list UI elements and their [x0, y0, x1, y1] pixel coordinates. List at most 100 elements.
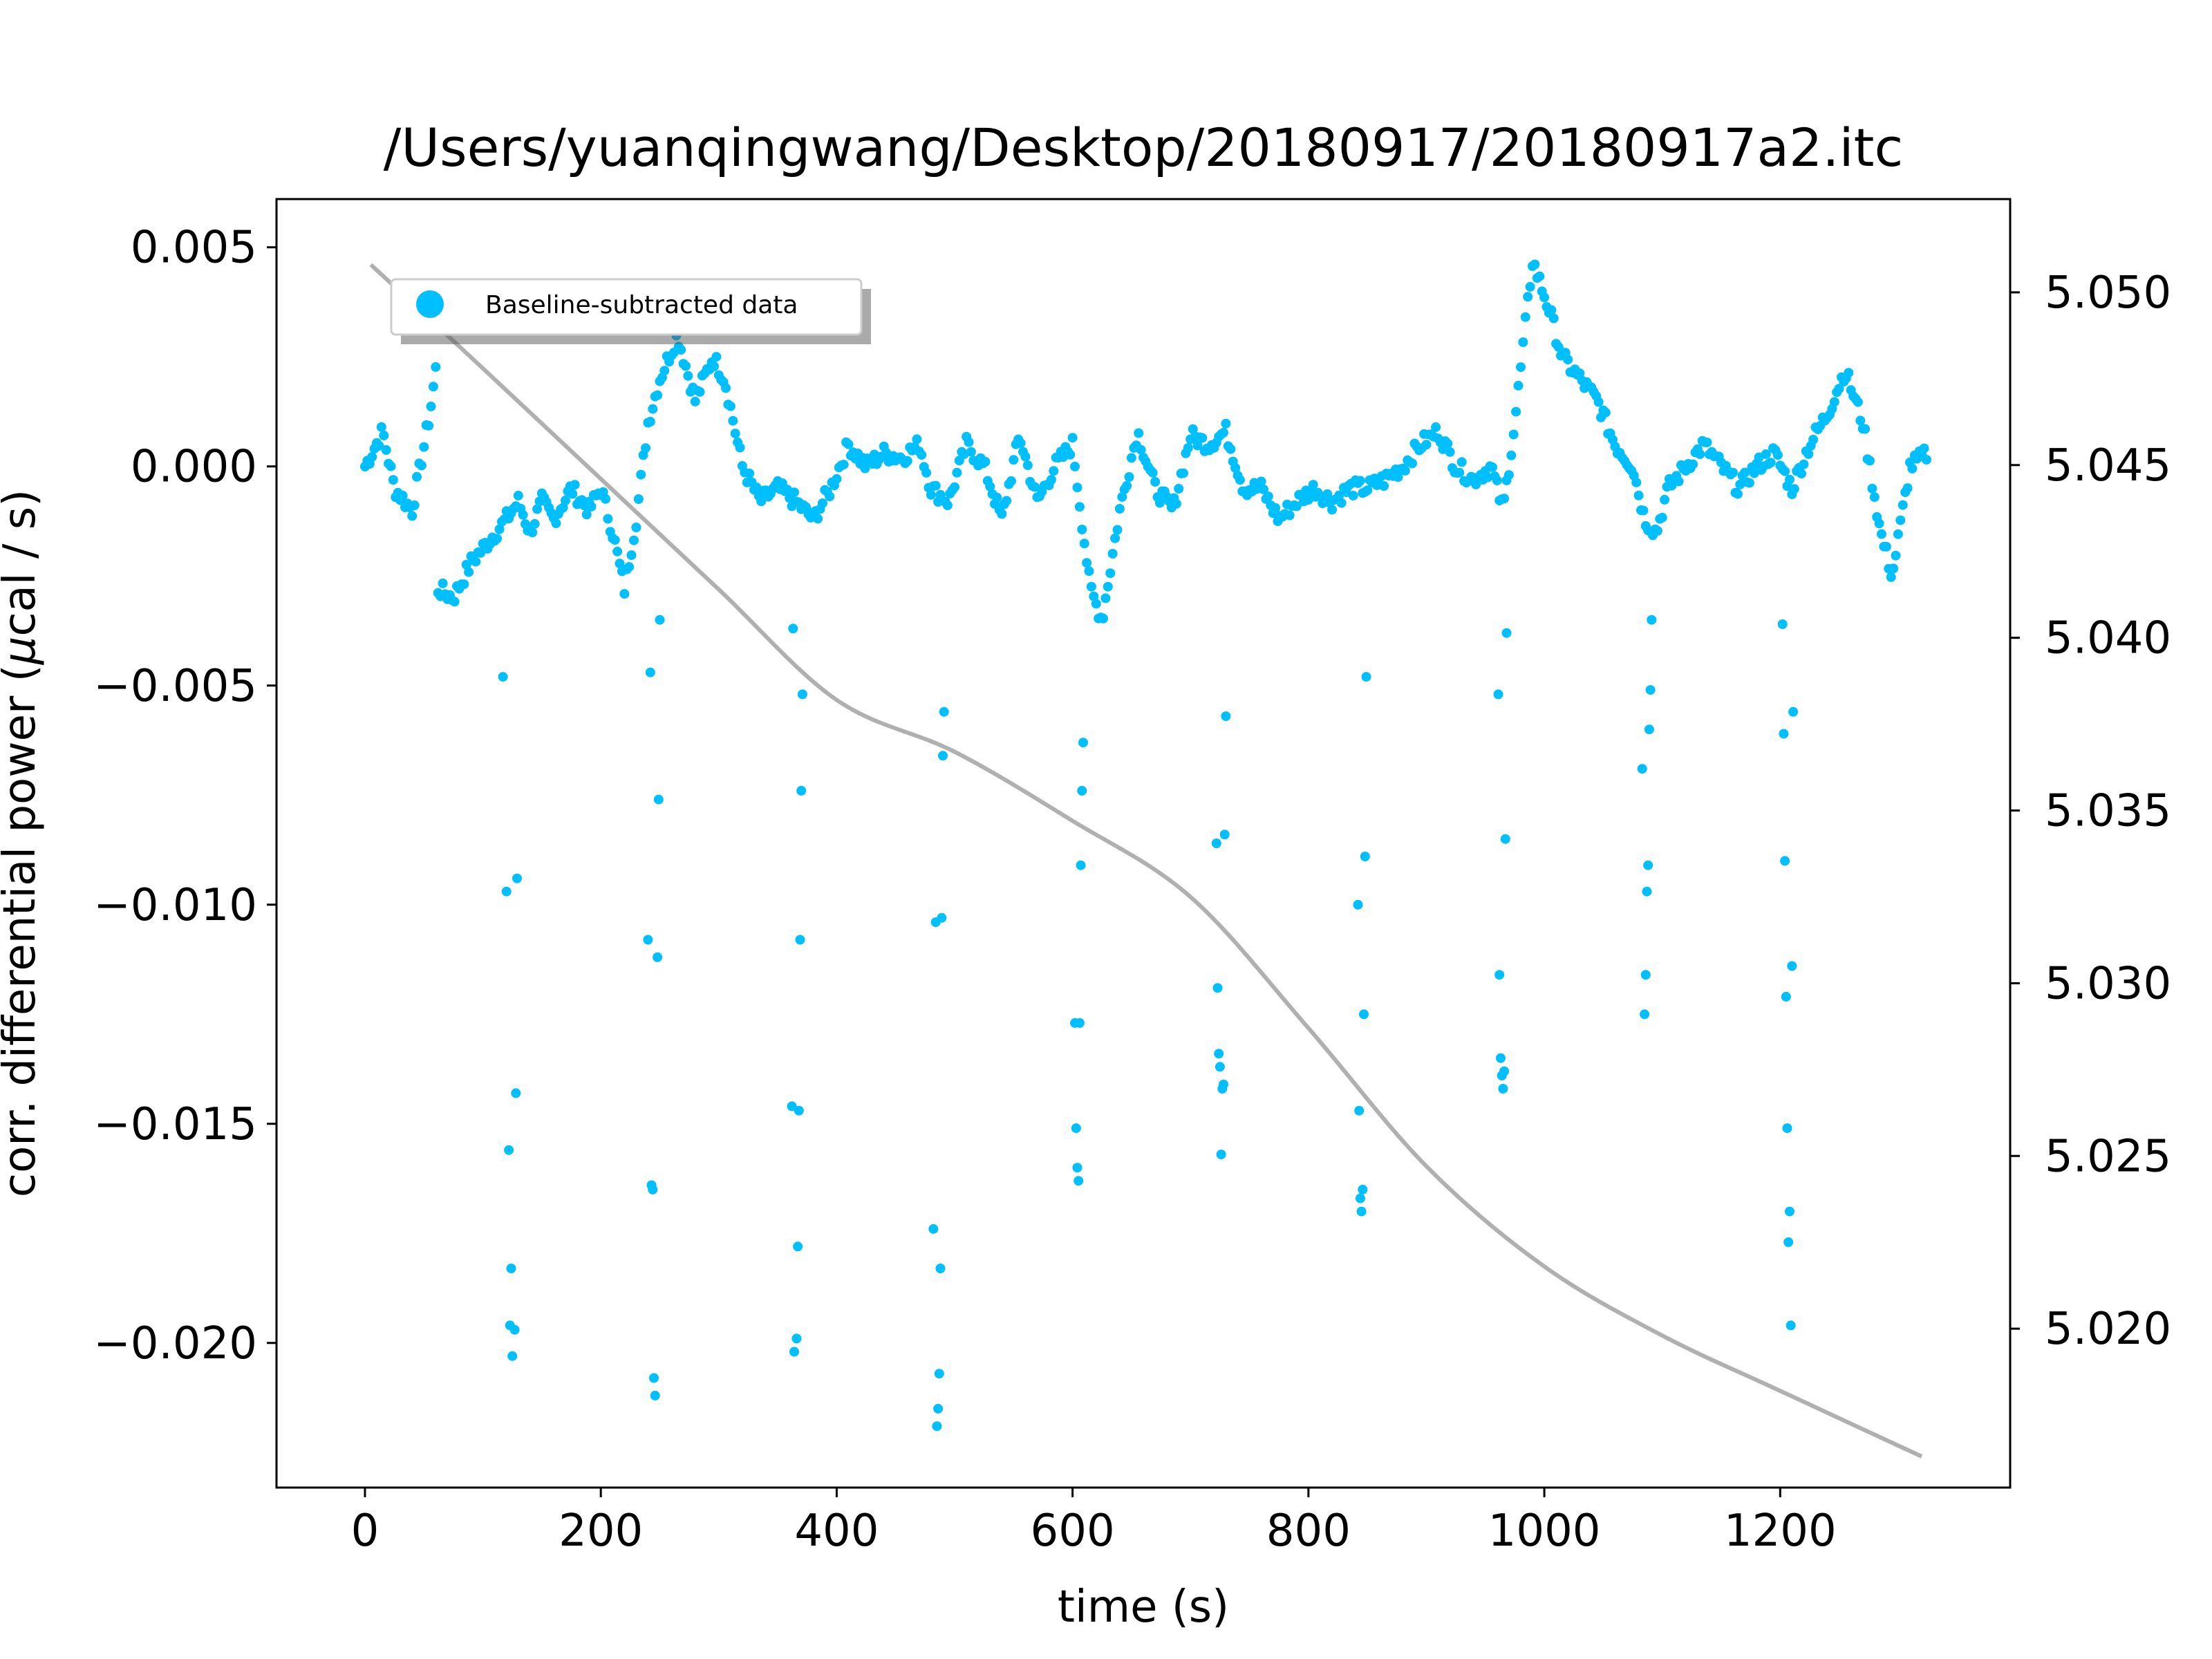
y-tick-label: −0.005	[93, 661, 257, 712]
data-point	[1657, 512, 1667, 523]
data-point	[612, 546, 623, 556]
y2-tick-label: 5.050	[2045, 268, 2171, 319]
x-axis-label: time (s)	[1058, 1582, 1229, 1633]
plot-marks	[360, 259, 1931, 1459]
data-point	[1098, 613, 1108, 624]
data-point	[633, 494, 644, 504]
y-tick-label: 0.000	[131, 442, 257, 493]
data-point	[1356, 1206, 1367, 1217]
data-point	[1921, 455, 1931, 465]
data-point	[1808, 434, 1819, 444]
data-point	[787, 1101, 797, 1112]
y-tick-label: 0.005	[131, 223, 257, 274]
y2-tick-label: 5.030	[2045, 958, 2171, 1009]
data-point	[1834, 384, 1844, 394]
data-point	[1780, 856, 1790, 866]
data-point	[756, 496, 767, 507]
data-point	[1513, 380, 1524, 391]
data-point	[1772, 450, 1783, 460]
data-point	[1379, 481, 1389, 491]
data-point	[1100, 593, 1111, 603]
data-point	[1212, 983, 1223, 993]
data-point	[1652, 525, 1662, 536]
data-point	[992, 492, 1002, 503]
data-point	[407, 511, 418, 521]
data-point	[1322, 489, 1333, 499]
data-point	[912, 434, 922, 444]
data-point	[1150, 477, 1161, 487]
data-point	[1074, 1176, 1084, 1186]
data-point	[1525, 281, 1535, 292]
data-point	[1488, 462, 1497, 472]
data-point	[1215, 1062, 1225, 1072]
data-point	[1022, 460, 1033, 470]
data-point	[1499, 494, 1510, 504]
data-point	[1523, 292, 1533, 302]
data-point	[1454, 467, 1465, 478]
fit-line	[369, 263, 1923, 1459]
data-point	[1907, 463, 1918, 474]
data-point	[1077, 525, 1087, 534]
data-point	[1688, 459, 1698, 469]
data-point	[1829, 397, 1839, 407]
data-point	[1782, 1123, 1792, 1134]
data-point	[1219, 1079, 1228, 1089]
data-point	[1853, 397, 1863, 407]
data-point	[1360, 852, 1370, 861]
data-point	[950, 482, 959, 492]
data-point	[1643, 860, 1653, 870]
data-point	[504, 1145, 514, 1155]
data-point	[1498, 1084, 1508, 1094]
data-point	[1070, 461, 1080, 471]
data-point	[966, 447, 976, 457]
data-point	[788, 624, 798, 634]
data-point	[1740, 467, 1750, 478]
data-point	[1020, 451, 1031, 462]
data-point	[1336, 498, 1347, 508]
data-point	[1126, 453, 1136, 463]
data-point	[1788, 706, 1799, 717]
data-point	[1188, 424, 1198, 434]
data-point	[1110, 533, 1121, 543]
data-point	[624, 562, 635, 572]
data-point	[1781, 991, 1791, 1002]
data-point	[626, 550, 637, 561]
data-point	[558, 503, 568, 513]
data-point	[1600, 407, 1611, 418]
data-point	[980, 457, 991, 467]
data-point	[1221, 711, 1231, 722]
data-point	[1640, 1009, 1650, 1020]
data-point	[1221, 418, 1231, 429]
data-point	[1638, 505, 1649, 516]
y2-tick-label: 5.045	[2045, 440, 2171, 491]
data-point	[1271, 503, 1281, 513]
data-point	[1219, 427, 1228, 438]
x-tick-label: 400	[794, 1506, 879, 1557]
data-point	[1179, 468, 1188, 478]
y2-tick-label: 5.020	[2045, 1304, 2171, 1355]
x-tick-label: 0	[351, 1506, 379, 1557]
data-point	[1256, 476, 1266, 487]
data-point	[1103, 581, 1113, 592]
data-point	[934, 1369, 944, 1379]
data-point	[419, 442, 429, 452]
data-point	[832, 474, 842, 484]
data-point	[381, 445, 391, 455]
y-axis-label-prefix: corr. differential power (	[0, 664, 46, 1197]
data-point	[1799, 459, 1809, 469]
data-point	[1259, 485, 1268, 494]
data-point	[1263, 491, 1273, 502]
data-point	[1897, 500, 1908, 510]
data-point	[561, 495, 570, 505]
y-axis-right: 5.050 5.045 5.040 5.035 5.030 5.025 5.020	[2010, 268, 2171, 1355]
data-point	[1082, 558, 1092, 568]
data-point	[817, 498, 827, 508]
data-point	[1030, 482, 1040, 492]
data-point	[648, 404, 658, 414]
data-point	[1499, 1066, 1510, 1076]
y-tick-label: −0.020	[93, 1318, 257, 1369]
data-point	[1501, 628, 1512, 638]
data-point	[416, 460, 427, 471]
data-point	[603, 514, 613, 524]
